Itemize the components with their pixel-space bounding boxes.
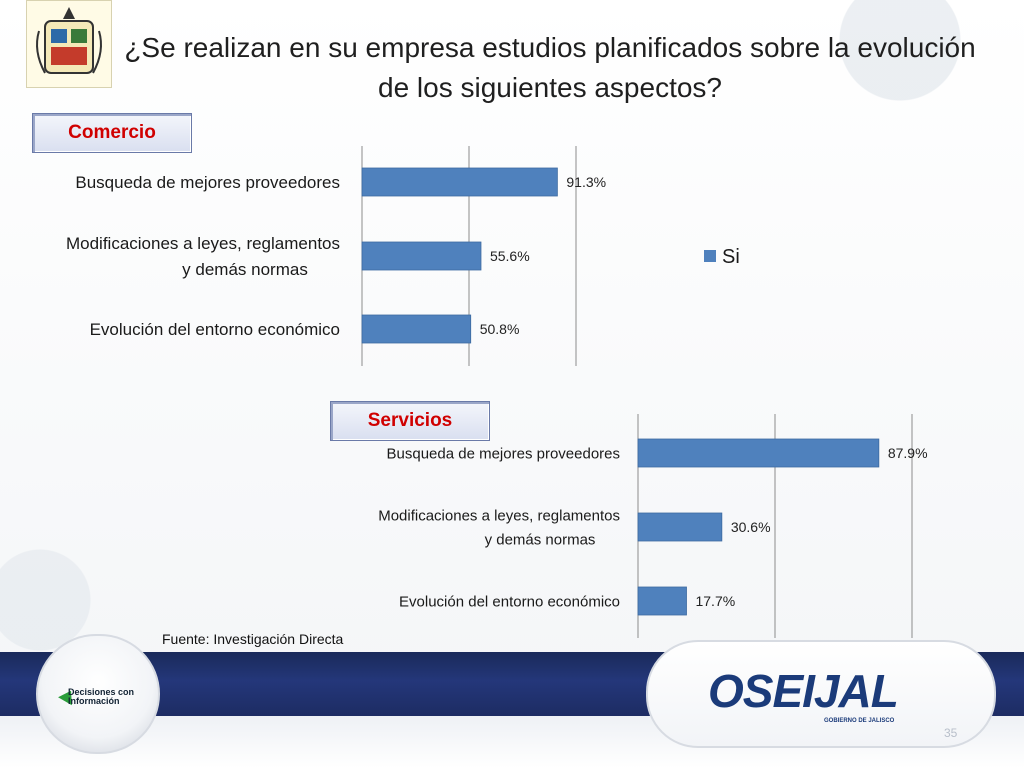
category-label-servicios-0: Busqueda de mejores proveedores <box>387 445 620 462</box>
bar-comercio-0 <box>361 167 558 197</box>
gobierno-jalisco-label: GOBIERNO DE JALISCO <box>824 718 895 724</box>
data-label-servicios-0: 87.9% <box>888 445 928 461</box>
legend-label-comercio: Si <box>722 246 740 268</box>
page-title: ¿Se realizan en su empresa estudios plan… <box>124 32 976 103</box>
category-label-servicios-2: Evolución del entorno económico <box>399 593 620 610</box>
data-label-servicios-1: 30.6% <box>731 519 771 535</box>
category-label-servicios-1: Modificaciones a leyes, reglamentos y dem… <box>378 507 620 548</box>
category-label-comercio-1: Modificaciones a leyes, reglamentos y dem… <box>66 234 340 279</box>
decisiones-logo-label: Decisiones con Información <box>68 687 135 706</box>
chart-title-servicios: Servicios <box>330 401 490 441</box>
bar-servicios-0 <box>637 438 880 468</box>
category-label-comercio-0: Busqueda de mejores proveedores <box>75 173 340 192</box>
data-label-comercio-0: 91.3% <box>566 174 606 190</box>
chart-title-comercio: Comercio <box>32 113 192 153</box>
category-label-comercio-2: Evolución del entorno económico <box>90 320 340 339</box>
bar-servicios-2 <box>637 586 687 616</box>
data-label-comercio-1: 55.6% <box>490 248 530 264</box>
bar-servicios-1 <box>637 512 723 542</box>
legend-swatch-comercio <box>704 250 716 262</box>
decisiones-logo-badge: Decisiones con Información <box>36 634 160 754</box>
source-note: Fuente: Investigación Directa <box>162 631 344 647</box>
oseijal-logo-label: OSEIJAL <box>708 665 899 717</box>
data-label-servicios-2: 17.7% <box>695 593 735 609</box>
oseijal-logo-badge: OSEIJAL GOBIERNO DE JALISCO <box>646 640 996 748</box>
data-label-comercio-2: 50.8% <box>480 321 520 337</box>
bar-comercio-2 <box>361 314 472 344</box>
page-number: 35 <box>944 726 958 740</box>
municipal-crest-logo <box>26 0 112 88</box>
bar-comercio-1 <box>361 241 482 271</box>
